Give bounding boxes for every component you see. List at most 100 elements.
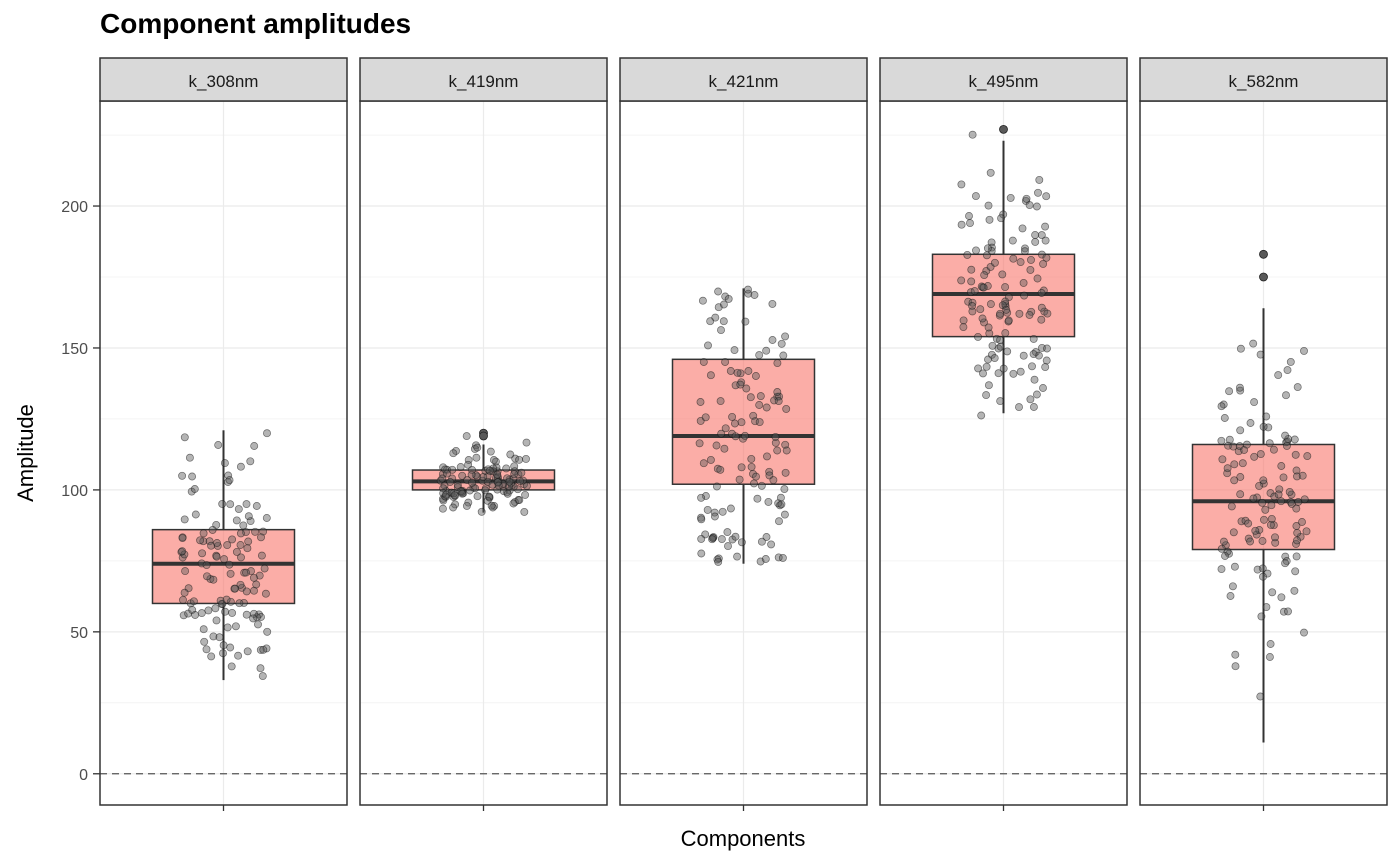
data-point: [775, 517, 783, 526]
data-point: [1267, 514, 1276, 523]
data-point: [1286, 357, 1295, 366]
data-point: [1018, 224, 1027, 233]
data-point: [1236, 344, 1245, 353]
data-point: [1041, 363, 1050, 372]
data-point: [212, 552, 221, 561]
data-point: [1009, 254, 1018, 263]
data-point: [1001, 297, 1010, 306]
data-point: [191, 611, 200, 619]
data-point: [706, 371, 715, 380]
facet-strip: [99, 57, 348, 102]
data-point: [755, 351, 764, 360]
data-point: [234, 505, 243, 514]
data-point: [714, 557, 723, 566]
facet-label-k_495nm: k_495nm: [969, 72, 1039, 91]
data-point: [1281, 559, 1290, 568]
data-point: [721, 358, 730, 366]
data-point: [207, 652, 216, 661]
data-point: [1242, 440, 1251, 449]
data-point: [774, 397, 783, 406]
data-point: [1246, 537, 1255, 546]
data-point: [519, 476, 528, 485]
data-point: [1020, 291, 1029, 300]
data-point: [779, 351, 788, 360]
data-point: [1274, 371, 1283, 380]
data-point: [1269, 521, 1278, 530]
data-point: [771, 432, 780, 441]
data-point: [242, 587, 251, 596]
data-point: [1037, 289, 1046, 297]
data-point: [485, 492, 494, 501]
data-point: [777, 339, 786, 348]
data-point: [218, 499, 227, 508]
data-point: [228, 535, 237, 544]
data-point: [742, 384, 751, 393]
data-point: [750, 291, 759, 299]
data-point: [1281, 431, 1290, 440]
data-point: [1290, 586, 1299, 595]
data-point: [263, 429, 271, 438]
data-point: [1217, 544, 1226, 553]
data-point: [996, 397, 1005, 406]
data-point: [1230, 476, 1239, 485]
data-point: [1037, 315, 1046, 324]
data-point: [1274, 490, 1283, 499]
data-point: [220, 459, 229, 468]
data-point: [178, 534, 187, 543]
data-point: [1262, 603, 1271, 612]
data-point: [239, 598, 248, 607]
data-point: [180, 515, 189, 524]
data-point: [1028, 362, 1036, 371]
data-point: [1236, 473, 1245, 481]
data-point: [979, 369, 987, 378]
data-point: [1230, 562, 1239, 571]
data-point: [189, 597, 198, 606]
data-point: [1235, 383, 1244, 392]
data-point: [1004, 316, 1013, 325]
data-point: [717, 535, 726, 544]
data-point: [515, 455, 524, 464]
facet-panel-k_495nm: k_495nm: [879, 57, 1128, 811]
outlier-point: [1259, 272, 1268, 282]
data-point: [1279, 473, 1288, 482]
data-point: [468, 478, 477, 487]
y-tick-label: 100: [61, 483, 88, 500]
data-point: [716, 465, 725, 474]
data-point: [965, 212, 973, 220]
data-point: [1220, 414, 1229, 422]
data-point: [744, 285, 752, 294]
data-point: [697, 549, 706, 558]
data-point: [256, 664, 265, 673]
data-point: [750, 479, 758, 488]
data-point: [220, 555, 229, 564]
data-point: [213, 541, 222, 550]
data-point: [188, 472, 197, 481]
data-point: [1263, 569, 1272, 578]
data-point: [516, 477, 524, 486]
data-point: [1269, 445, 1278, 454]
data-point: [1261, 505, 1270, 514]
data-point: [1292, 552, 1301, 561]
data-point: [1043, 344, 1051, 353]
data-point: [505, 477, 514, 486]
data-point: [246, 457, 255, 466]
data-point: [443, 469, 451, 478]
data-point: [258, 672, 267, 681]
data-point: [260, 564, 269, 573]
data-point: [1001, 283, 1010, 292]
data-point: [1029, 350, 1038, 359]
data-point: [777, 500, 786, 509]
facet-strip: [1139, 57, 1388, 102]
data-point: [1258, 537, 1267, 545]
data-point: [449, 449, 458, 458]
data-point: [453, 481, 462, 490]
data-point: [985, 215, 994, 224]
data-point: [1287, 499, 1296, 508]
data-point: [473, 492, 482, 501]
data-point: [1231, 650, 1240, 659]
data-point: [751, 372, 760, 380]
data-point: [487, 501, 496, 510]
data-point: [1225, 435, 1234, 444]
data-point: [1230, 460, 1239, 469]
data-point: [181, 567, 190, 576]
